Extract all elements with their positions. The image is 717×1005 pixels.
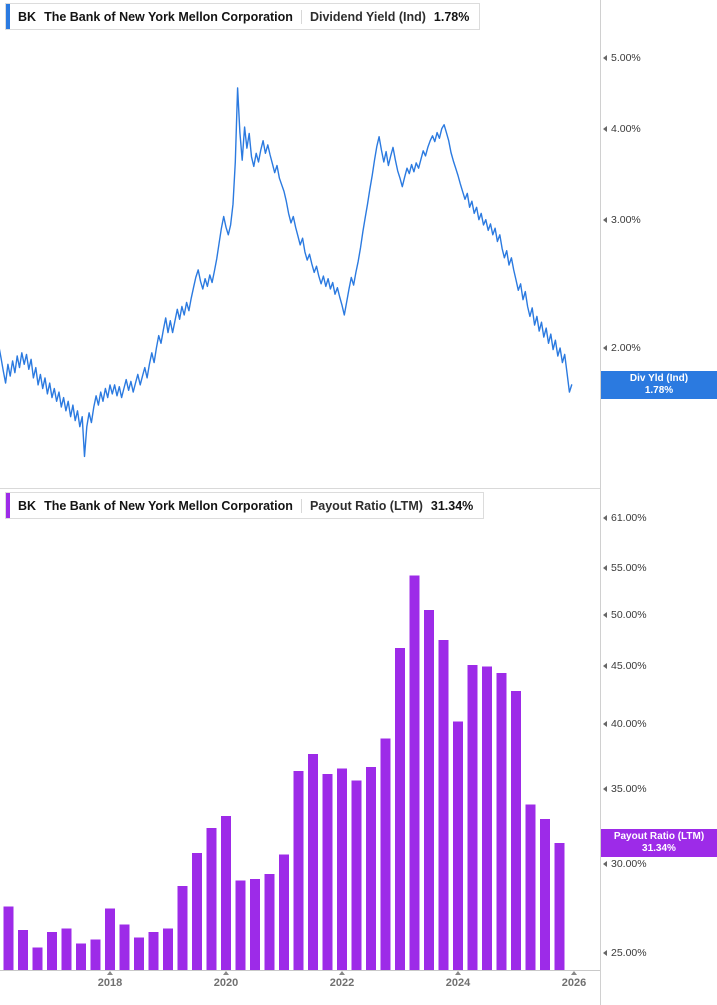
payout-ratio-bar[interactable] xyxy=(395,648,405,970)
payout-ratio-bar[interactable] xyxy=(366,767,376,970)
dividend-yield-chart-canvas[interactable] xyxy=(0,0,600,489)
payout-ratio-bar[interactable] xyxy=(496,672,507,970)
payout-ratio-bar[interactable] xyxy=(409,575,420,970)
payout-ratio-bar[interactable] xyxy=(47,932,57,970)
payout-ratio-bar[interactable] xyxy=(279,854,289,971)
dividend-yield-chart-header[interactable]: BK The Bank of New York Mellon Corporati… xyxy=(5,3,481,30)
badge-value: 1.78% xyxy=(644,384,674,396)
payout-ratio-bar[interactable] xyxy=(18,930,28,970)
chart-divider xyxy=(0,488,600,489)
header-divider xyxy=(300,9,302,24)
payout-ratio-bar[interactable] xyxy=(308,754,318,970)
metric-name: Payout Ratio (LTM) xyxy=(309,498,423,513)
payout-ratio-bar[interactable] xyxy=(235,880,246,970)
tick-arrow-icon xyxy=(603,125,607,132)
y-axis-tick-label: 50.00% xyxy=(603,608,647,622)
right-axis-panel: Div Yld (Ind) 1.78% Payout Ratio (LTM) 3… xyxy=(600,0,717,1005)
payout-ratio-plot[interactable] xyxy=(0,489,600,975)
y-axis-tick-label: 45.00% xyxy=(603,659,647,673)
payout-ratio-bar[interactable] xyxy=(61,928,72,970)
tick-arrow-icon xyxy=(603,611,607,618)
y-axis-tick-label: 30.00% xyxy=(603,857,647,871)
dividend-yield-line xyxy=(0,87,573,458)
payout-ratio-bar[interactable] xyxy=(3,906,14,970)
company-name: The Bank of New York Mellon Corporation xyxy=(44,9,293,24)
payout-ratio-bar[interactable] xyxy=(540,819,550,970)
payout-ratio-bar[interactable] xyxy=(424,610,434,970)
tick-arrow-icon xyxy=(603,663,607,670)
payout-ratio-bar[interactable] xyxy=(76,943,86,970)
dividend-yield-plot[interactable] xyxy=(0,0,600,494)
y-axis-tick-label: 4.00% xyxy=(603,122,641,136)
payout-ratio-bar[interactable] xyxy=(32,947,43,970)
badge-value: 31.34% xyxy=(642,842,676,854)
ticker-symbol: BK xyxy=(18,498,37,513)
header-divider xyxy=(300,498,302,513)
payout-ratio-chart-canvas[interactable] xyxy=(0,489,600,970)
x-axis-year-label: 2020 xyxy=(213,977,239,989)
y-axis-tick-label: 61.00% xyxy=(603,511,647,525)
payout-ratio-bar[interactable] xyxy=(293,771,304,970)
payout-ratio-axis-badge: Payout Ratio (LTM) 31.34% xyxy=(601,828,717,857)
payout-ratio-bar[interactable] xyxy=(482,666,492,970)
x-axis-year-label: 2026 xyxy=(561,977,587,989)
payout-ratio-bar[interactable] xyxy=(438,639,449,970)
y-axis-tick-label: 55.00% xyxy=(603,561,647,575)
payout-ratio-bar[interactable] xyxy=(250,879,260,970)
tick-arrow-icon xyxy=(603,861,607,868)
tick-arrow-icon xyxy=(603,55,607,61)
payout-ratio-bar[interactable] xyxy=(192,852,202,970)
x-axis-year-label: 2022 xyxy=(329,977,355,989)
y-axis-tick-label: 25.00% xyxy=(603,946,647,960)
y-axis-tick-label: 35.00% xyxy=(603,782,647,796)
badge-title: Div Yld (Ind) xyxy=(629,372,689,384)
payout-ratio-bar[interactable] xyxy=(134,937,144,970)
ticker-symbol: BK xyxy=(18,9,37,24)
tick-arrow-icon xyxy=(603,785,607,792)
tick-arrow-icon xyxy=(603,216,607,223)
tick-arrow-icon xyxy=(603,565,607,572)
tick-arrow-icon xyxy=(603,345,607,352)
metric-name: Dividend Yield (Ind) xyxy=(309,9,426,24)
payout-ratio-bar[interactable] xyxy=(511,690,521,970)
payout-ratio-chart-header[interactable]: BK The Bank of New York Mellon Corporati… xyxy=(5,492,485,519)
series-color-indicator xyxy=(6,493,10,518)
payout-ratio-bar[interactable] xyxy=(351,780,362,970)
payout-ratio-bar[interactable] xyxy=(322,773,333,970)
metric-value: 1.78% xyxy=(433,9,470,24)
payout-ratio-bar[interactable] xyxy=(105,908,115,970)
badge-title: Payout Ratio (LTM) xyxy=(613,830,705,842)
series-color-indicator xyxy=(6,4,10,29)
y-axis-tick-label: 40.00% xyxy=(603,717,647,731)
x-axis-line xyxy=(0,970,600,971)
payout-ratio-bar[interactable] xyxy=(206,828,217,970)
payout-ratio-bar[interactable] xyxy=(467,665,478,970)
tick-arrow-icon xyxy=(603,720,607,727)
payout-ratio-bar[interactable] xyxy=(337,768,347,971)
payout-ratio-bar[interactable] xyxy=(148,932,159,970)
tick-arrow-icon xyxy=(603,514,607,521)
y-axis-tick-label: 2.00% xyxy=(603,341,641,355)
company-name: The Bank of New York Mellon Corporation xyxy=(44,498,293,513)
div-yield-axis-badge: Div Yld (Ind) 1.78% xyxy=(601,370,717,399)
payout-ratio-bar[interactable] xyxy=(264,874,275,970)
payout-ratio-bar[interactable] xyxy=(177,885,188,970)
payout-ratio-bar[interactable] xyxy=(525,804,536,971)
payout-ratio-bar[interactable] xyxy=(119,924,130,970)
payout-ratio-bar[interactable] xyxy=(554,842,565,970)
payout-ratio-bar[interactable] xyxy=(453,721,463,970)
payout-ratio-bar[interactable] xyxy=(221,816,231,970)
payout-ratio-bar[interactable] xyxy=(90,939,101,970)
metric-value: 31.34% xyxy=(430,498,474,513)
y-axis-tick-label: 3.00% xyxy=(603,213,641,227)
payout-ratio-bar[interactable] xyxy=(380,738,391,970)
y-axis-tick-label: 5.00% xyxy=(603,51,641,65)
payout-ratio-bar[interactable] xyxy=(163,928,173,970)
x-axis-year-label: 2018 xyxy=(97,977,123,989)
tick-arrow-icon xyxy=(603,950,607,957)
x-axis-year-label: 2024 xyxy=(445,977,471,989)
